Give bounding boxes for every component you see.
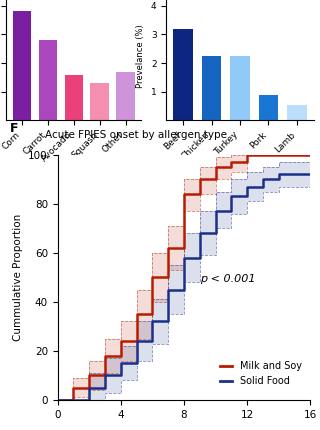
Legend: Milk and Soy, Solid Food: Milk and Soy, Solid Food	[216, 357, 306, 390]
Text: Acute FPIES onset by allergen type: Acute FPIES onset by allergen type	[45, 130, 227, 140]
Bar	[65, 74, 83, 120]
Bar	[38, 40, 57, 120]
Bar	[173, 29, 193, 120]
Bar	[91, 83, 109, 120]
Bar	[287, 104, 307, 120]
Bar	[116, 72, 135, 120]
Bar	[202, 56, 221, 120]
Bar	[12, 12, 31, 120]
Y-axis label: Cummulative Proportion: Cummulative Proportion	[13, 214, 23, 341]
Bar	[259, 95, 278, 120]
Text: p < 0.001: p < 0.001	[200, 274, 255, 284]
Text: F: F	[10, 123, 18, 135]
Bar	[230, 56, 250, 120]
Y-axis label: Prevelance (%): Prevelance (%)	[136, 24, 145, 88]
